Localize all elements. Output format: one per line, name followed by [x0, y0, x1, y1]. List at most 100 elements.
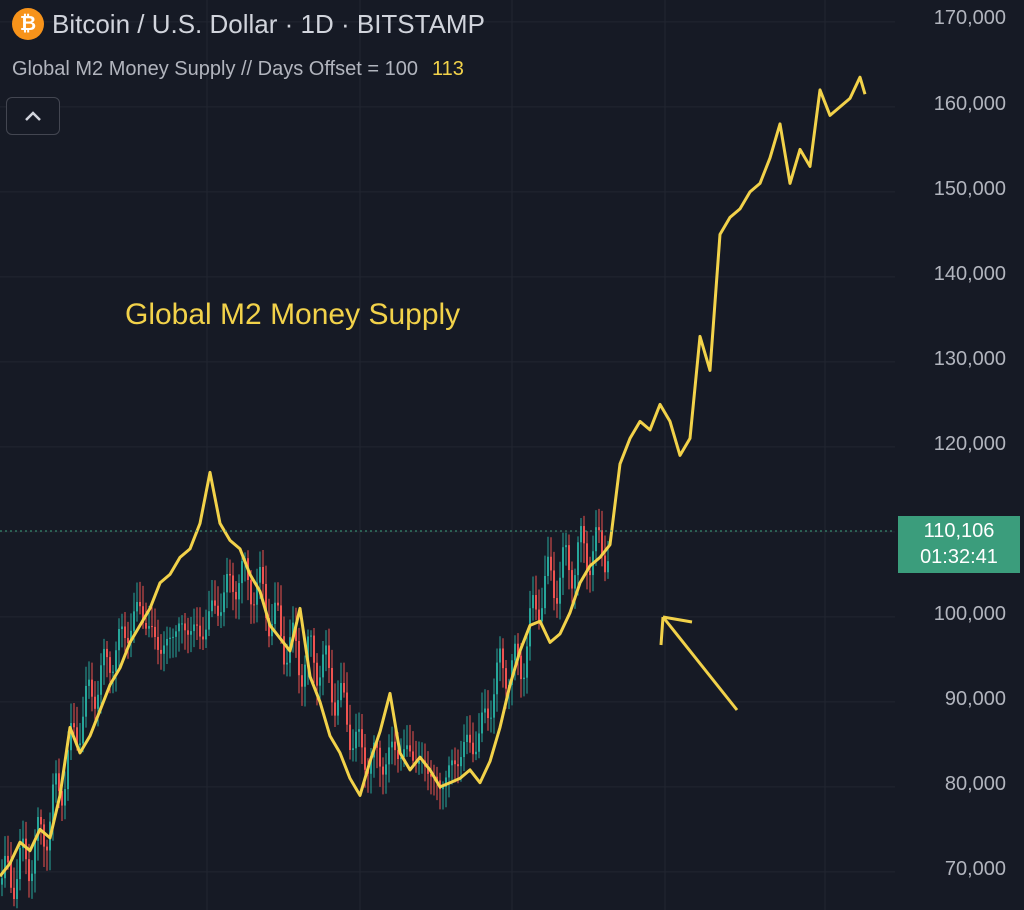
candle-body [193, 624, 195, 632]
candle-body [355, 731, 357, 749]
candle-body [163, 645, 165, 654]
indicator-legend[interactable]: Global M2 Money Supply // Days Offset = … [12, 58, 464, 81]
candle-body [280, 605, 282, 637]
candle-body [127, 637, 129, 644]
candle-body [574, 575, 576, 589]
current-price-value: 110,106 [923, 520, 995, 542]
candle-body [43, 824, 45, 847]
candle-body [145, 622, 147, 629]
candle-body [469, 734, 471, 743]
candle-body [67, 750, 69, 790]
candle-body [565, 545, 567, 548]
candle-body [250, 579, 252, 605]
candle-body [349, 724, 351, 751]
candle-body [235, 591, 237, 600]
candle-body [442, 786, 444, 790]
candle-body [370, 757, 372, 774]
candle-body [445, 777, 447, 787]
candle-body [175, 631, 177, 637]
candle-body [238, 583, 240, 600]
candle-body [286, 662, 288, 665]
candle-body [394, 741, 396, 751]
candle-body [334, 702, 336, 716]
candle-body [466, 734, 468, 743]
candle-body [481, 712, 483, 734]
candle-body [115, 650, 117, 672]
symbol-title[interactable]: Bitcoin / U.S. Dollar · 1D · BITSTAMP [52, 8, 485, 39]
candle-body [391, 741, 393, 748]
candle-body [358, 729, 360, 732]
candle-body [412, 751, 414, 761]
candle-body [88, 679, 90, 686]
indicator-value: 113 [431, 58, 464, 80]
candle-body [265, 583, 267, 618]
candle-body [541, 608, 543, 622]
candle-body [586, 543, 588, 571]
candle-body [196, 624, 198, 626]
candle-body [325, 645, 327, 655]
chart-header: ₿ Bitcoin / U.S. Dollar · 1D · BITSTAMP [12, 8, 485, 40]
candle-body [601, 530, 603, 556]
candle-body [142, 606, 144, 623]
price-axis-label: 90,000 [944, 688, 1006, 710]
candle-body [589, 570, 591, 576]
candle-body [1, 878, 3, 885]
price-axis-label: 160,000 [933, 93, 1006, 115]
candle-body [532, 595, 534, 609]
candle-body [136, 601, 138, 612]
m2-money-supply-line [0, 75, 867, 878]
candle-body [166, 638, 168, 646]
candle-body [199, 625, 201, 637]
candle-body [301, 675, 303, 687]
candle-body [502, 648, 504, 669]
candle-body [277, 602, 279, 606]
candle-body [553, 570, 555, 599]
candle-body [382, 766, 384, 775]
candle-body [298, 640, 300, 676]
chart-annotation-text: Global M2 Money Supply [125, 298, 461, 331]
candle-body [292, 622, 294, 638]
candle-body [16, 879, 18, 900]
candle-body [559, 577, 561, 604]
candle-body [223, 592, 225, 613]
price-axis-label: 80,000 [944, 773, 1006, 795]
candle-body [130, 630, 132, 644]
collapse-legend-button[interactable] [6, 97, 60, 135]
candle-body [313, 635, 315, 663]
candle-body [106, 648, 108, 658]
candle-body [448, 765, 450, 778]
price-axis-label: 170,000 [933, 7, 1006, 29]
candle-body [184, 623, 186, 631]
candle-body [97, 694, 99, 709]
current-price-tag: 110,106 01:32:41 [898, 516, 1020, 573]
bitcoin-icon: ₿ [12, 8, 44, 40]
price-axis-label: 70,000 [944, 858, 1006, 880]
candle-body [226, 573, 228, 593]
candle-body [13, 887, 15, 900]
candle-body [283, 636, 285, 665]
candle-body [352, 748, 354, 751]
candle-body [607, 561, 609, 573]
candle-body [526, 646, 528, 678]
candle-body [340, 683, 342, 701]
candle-body [82, 716, 84, 744]
arrow-annotation [659, 615, 739, 711]
candle-body [34, 840, 36, 874]
candle-body [406, 745, 408, 750]
candle-body [100, 665, 102, 695]
candle-body [490, 717, 492, 719]
candle-body [388, 747, 390, 765]
candle-body [583, 526, 585, 544]
candle-body [316, 662, 318, 686]
candle-body [385, 764, 387, 775]
candle-body [493, 694, 495, 718]
candle-body [571, 570, 573, 589]
candle-body [430, 773, 432, 777]
candle-body [10, 862, 12, 888]
candle-body [499, 648, 501, 663]
candle-body [241, 561, 243, 584]
candle-body [91, 679, 93, 697]
candle-body [475, 751, 477, 755]
candle-body [103, 648, 105, 666]
